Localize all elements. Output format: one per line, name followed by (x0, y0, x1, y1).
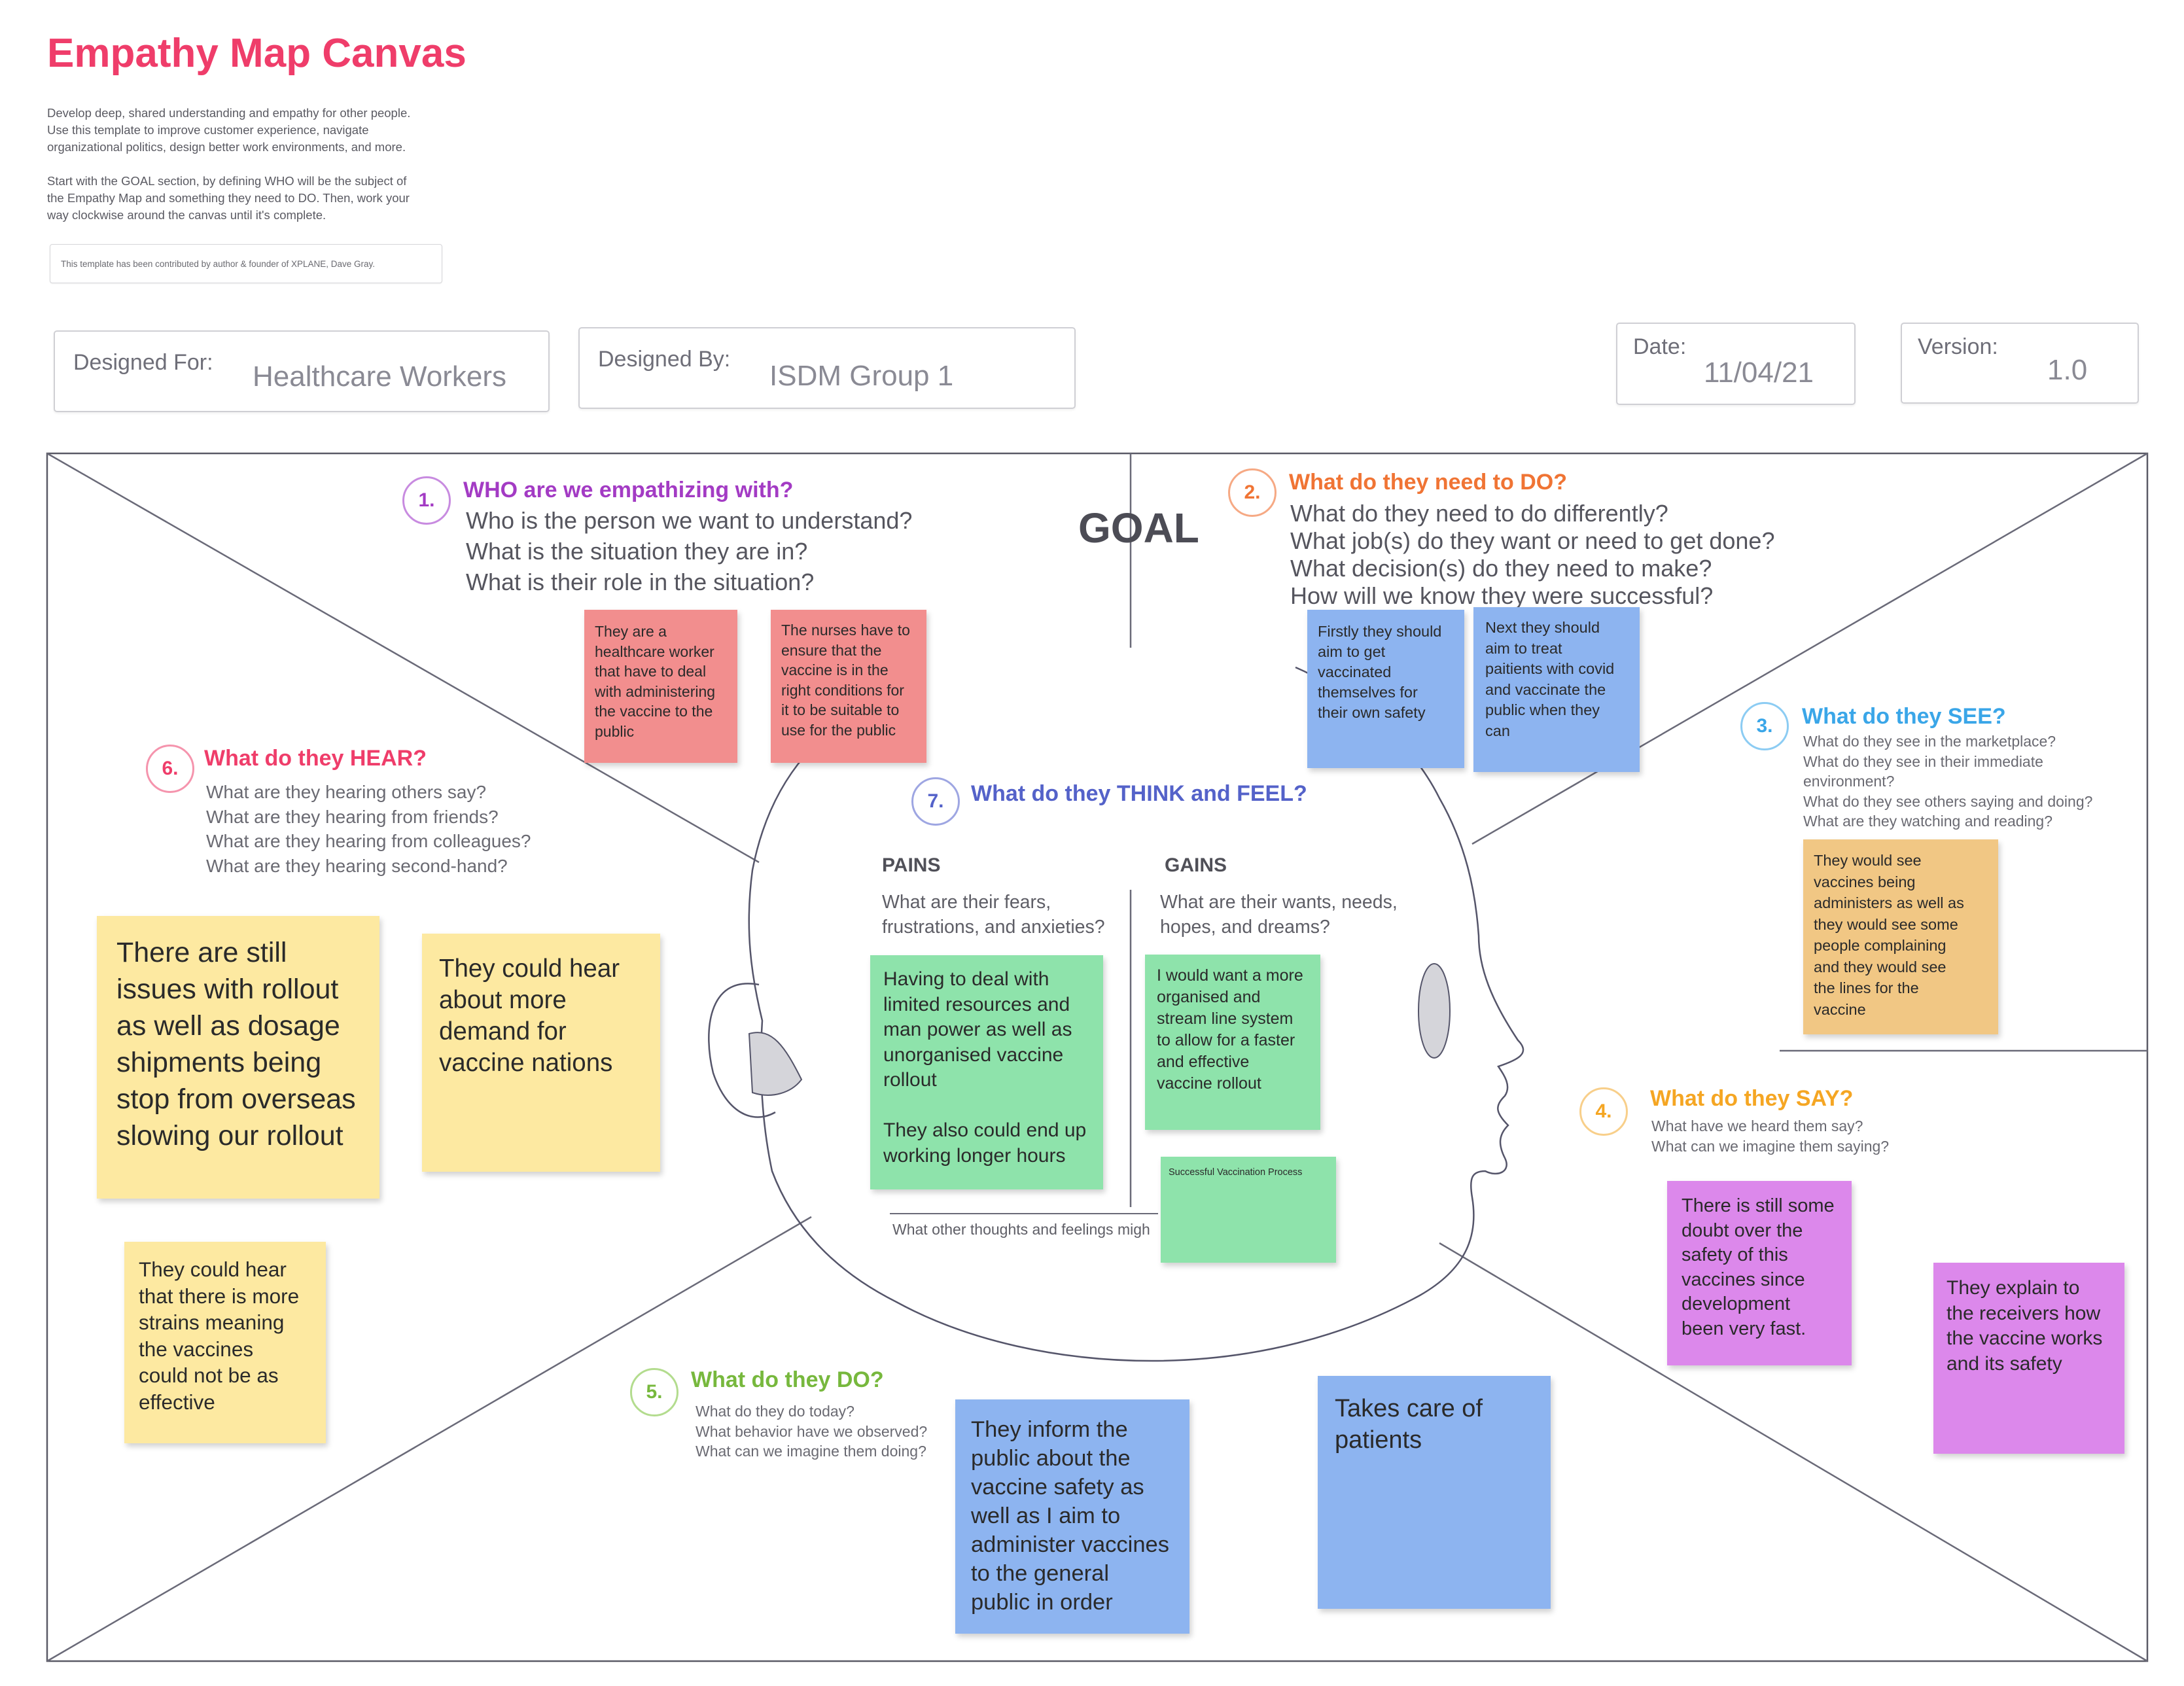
version-label: Version: (1918, 334, 1998, 359)
say-questions: What have we heard them say? What can we… (1651, 1116, 1889, 1156)
sticky-note-who-1[interactable]: They are a healthcare worker that have t… (584, 610, 737, 763)
intro-text: Develop deep, shared understanding and e… (47, 106, 411, 222)
sticky-note-do-2[interactable]: Takes care of patients (1318, 1376, 1551, 1609)
section-3-number: 3. (1740, 702, 1789, 750)
need-do-heading: What do they need to DO? (1289, 470, 1567, 495)
sticky-note-see-1[interactable]: They would see vaccines being administer… (1803, 839, 1998, 1034)
need-do-question: What job(s) do they want or need to get … (1290, 527, 1775, 554)
date-label: Date: (1633, 334, 1687, 359)
sticky-note-say-1[interactable]: There is still some doubt over the safet… (1667, 1181, 1852, 1365)
do-question: What can we imagine them doing? (696, 1443, 926, 1460)
section-5-number: 5. (630, 1368, 678, 1416)
date-field[interactable]: Date: 11/04/21 (1616, 323, 1856, 405)
sticky-note-pains-1[interactable]: Having to deal with limited resources an… (870, 955, 1103, 1189)
hear-heading: What do they HEAR? (204, 746, 427, 771)
sticky-note-say-2[interactable]: They explain to the receivers how the va… (1933, 1263, 2124, 1454)
say-question: What have we heard them say? (1651, 1117, 1863, 1134)
section-7-number: 7. (911, 777, 960, 826)
see-question: What do they see in the marketplace? (1803, 733, 2056, 750)
pains-subtitle: What are their fears, frustrations, and … (882, 892, 1105, 938)
do-question: What behavior have we observed? (696, 1422, 928, 1440)
think-feel-heading: What do they THINK and FEEL? (971, 781, 1307, 806)
section-2-number: 2. (1228, 468, 1277, 517)
see-question: What do they see in their immediate (1803, 752, 2043, 770)
need-do-question: What do they need to do differently? (1290, 500, 1668, 527)
section-6-number: 6. (146, 745, 194, 793)
gains-subtitle: What are their wants, needs, hopes, and … (1160, 892, 1398, 938)
sticky-note-need-2[interactable]: Next they should aim to treat paitients … (1473, 607, 1640, 772)
date-value: 11/04/21 (1704, 357, 1814, 389)
see-heading: What do they SEE? (1802, 704, 2006, 729)
do-heading: What do they DO? (691, 1367, 884, 1392)
goal-label: GOAL (1078, 504, 1199, 552)
need-do-questions: What do they need to do differently? Wha… (1290, 500, 1774, 610)
who-question: What is the situation they are in? (466, 538, 808, 565)
hear-question: What are they hearing from colleagues? (206, 831, 531, 851)
sticky-note-who-2[interactable]: The nurses have to ensure that the vacci… (771, 610, 926, 763)
see-question: environment? (1803, 773, 1895, 790)
gains-heading: GAINS (1165, 854, 1227, 876)
version-field[interactable]: Version: 1.0 (1901, 323, 2139, 404)
sticky-note-gains-2[interactable]: Successful Vaccination Process (1161, 1157, 1336, 1263)
hear-question: What are they hearing others say? (206, 782, 487, 802)
version-value: 1.0 (2047, 354, 2088, 386)
hear-questions: What are they hearing others say? What a… (206, 780, 531, 878)
see-questions: What do they see in the marketplace? Wha… (1803, 731, 2092, 832)
designed-by-label: Designed By: (598, 347, 731, 372)
who-heading: WHO are we empathizing with? (463, 478, 794, 502)
designed-by-field[interactable]: Designed By: ISDM Group 1 (578, 327, 1076, 409)
hear-question: What are they hearing from friends? (206, 806, 499, 827)
need-do-question: What decision(s) do they need to make? (1290, 555, 1712, 582)
hear-question: What are they hearing second-hand? (206, 855, 508, 876)
sticky-note-do-1[interactable]: They inform the public about the vaccine… (955, 1399, 1189, 1634)
designed-for-value: Healthcare Workers (253, 360, 506, 393)
see-question: What are they watching and reading? (1803, 813, 2053, 830)
page-title: Empathy Map Canvas (47, 31, 467, 76)
designed-by-value: ISDM Group 1 (769, 360, 954, 392)
sticky-note-hear-2[interactable]: They could hear about more demand for va… (422, 934, 660, 1172)
who-question: Who is the person we want to understand? (466, 507, 913, 534)
sticky-note-hear-1[interactable]: There are still issues with rollout as w… (97, 916, 379, 1199)
section-1-number: 1. (402, 476, 451, 525)
designed-for-label: Designed For: (73, 350, 213, 375)
do-questions: What do they do today? What behavior hav… (696, 1401, 927, 1462)
pains-heading: PAINS (882, 854, 941, 876)
sticky-note-hear-3[interactable]: They could hear that there is more strai… (124, 1242, 326, 1443)
who-questions: Who is the person we want to understand?… (466, 505, 912, 597)
need-do-question: How will we know they were successful? (1290, 582, 1714, 609)
sticky-note-need-1[interactable]: Firstly they should aim to get vaccinate… (1307, 610, 1464, 768)
who-question: What is their role in the situation? (466, 569, 815, 595)
other-thoughts-prompt: What other thoughts and feelings migh (892, 1221, 1150, 1238)
designed-for-field[interactable]: Designed For: Healthcare Workers (54, 330, 550, 412)
do-question: What do they do today? (696, 1403, 854, 1420)
section-4-number: 4. (1579, 1087, 1628, 1136)
sticky-note-gains-1[interactable]: I would want a more organised and stream… (1145, 955, 1320, 1130)
say-question: What can we imagine them saying? (1651, 1137, 1890, 1155)
see-question: What do they see others saying and doing… (1803, 792, 2093, 810)
credit-note: This template has been contributed by au… (50, 244, 442, 283)
say-heading: What do they SAY? (1650, 1086, 1854, 1111)
